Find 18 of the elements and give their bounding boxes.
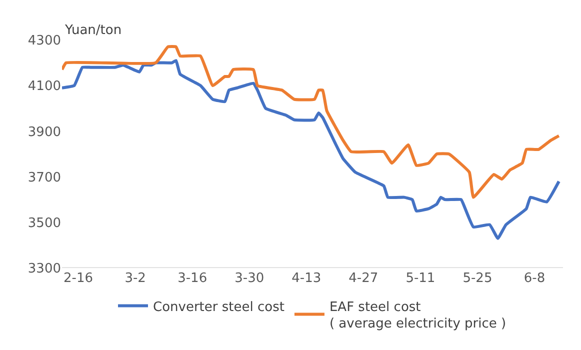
x-tick-label: 6-8 bbox=[524, 271, 546, 286]
x-tick-label: 5-11 bbox=[406, 271, 436, 286]
x-tick-label: 5-25 bbox=[462, 271, 492, 286]
y-axis-title: Yuan/ton bbox=[64, 23, 122, 38]
x-tick-label: 4-27 bbox=[348, 271, 378, 286]
y-tick-label: 3700 bbox=[28, 170, 61, 186]
x-tick-label: 3-30 bbox=[234, 271, 264, 286]
legend-label: EAF steel cost ( average electricity price ) bbox=[329, 300, 506, 332]
y-tick-label: 3900 bbox=[28, 124, 61, 140]
y-tick-label: 3300 bbox=[28, 262, 61, 277]
x-tick-label: 3-2 bbox=[124, 271, 146, 286]
y-tick-label: 4100 bbox=[28, 79, 61, 94]
y-tick-label: 4300 bbox=[28, 34, 61, 49]
x-tick-label: 4-13 bbox=[292, 271, 322, 286]
y-tick-label: 3500 bbox=[28, 216, 61, 231]
x-tick-label: 2-16 bbox=[64, 271, 94, 286]
legend-label: Converter steel cost bbox=[153, 300, 284, 315]
x-tick-label: 3-16 bbox=[178, 271, 208, 286]
